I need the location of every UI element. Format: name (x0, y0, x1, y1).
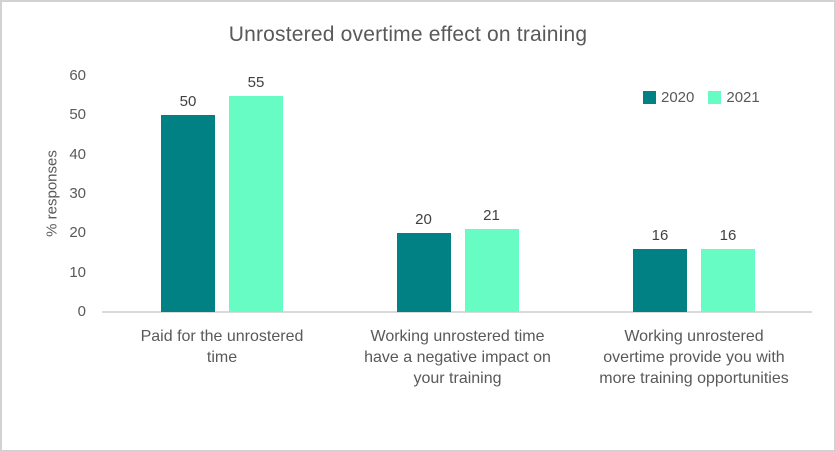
legend-swatch-2020 (643, 91, 656, 104)
category-label-line: overtime provide you with (603, 349, 785, 366)
category-label-line: time (206, 349, 238, 366)
bar-2020-category-1 (161, 115, 215, 312)
bar-value-label-2020-category-2: 20 (415, 211, 432, 229)
category-label-line: more training opportunities (599, 370, 789, 387)
legend-swatch-2021 (708, 91, 722, 104)
legend: 2020 2021 (643, 89, 760, 106)
bar-value-label-2020-category-1: 50 (179, 93, 197, 111)
y-tick-label-40: 40 (69, 145, 86, 163)
bar-2021-category-3 (701, 249, 755, 312)
y-tick-label-0: 0 (77, 303, 86, 320)
x-axis-line (102, 311, 812, 313)
bar-2020-category-2 (396, 233, 451, 312)
y-tick-label-10: 10 (69, 263, 86, 281)
bar-value-label-2021-category-3: 16 (719, 227, 737, 245)
category-label-line: have a negative impact on (364, 349, 551, 366)
category-label-1: Paid for the unrostered time (96, 326, 348, 368)
bar-value-label-2021-category-1: 55 (247, 73, 265, 91)
bar-2021-category-1 (229, 95, 283, 312)
y-tick-label-20: 20 (69, 224, 86, 242)
category-label-line: Working unrostered (624, 328, 764, 345)
legend-label-2020: 2020 (661, 89, 695, 106)
category-label-2: Working unrostered time have a negative i… (332, 326, 584, 389)
bar-value-label-2021-category-2: 21 (483, 207, 500, 225)
legend-item-2021: 2021 (708, 89, 760, 106)
category-label-line: Paid for the unrostered (140, 328, 304, 345)
category-label-3: Working unrostered overtime provide you w… (568, 326, 820, 389)
bar-2020-category-3 (633, 249, 687, 312)
bar-value-label-2020-category-3: 16 (651, 227, 669, 245)
y-tick-label-30: 30 (69, 185, 86, 202)
category-label-line: Working unrostered time (370, 328, 545, 345)
legend-item-2020: 2020 (643, 89, 694, 106)
chart-title: Unrostered overtime effect on training (228, 23, 588, 46)
y-tick-label-50: 50 (69, 106, 86, 124)
legend-label-2021: 2021 (726, 89, 760, 106)
bar-2021-category-2 (464, 229, 519, 312)
category-label-line: your training (413, 370, 502, 387)
y-tick-label-60: 60 (69, 67, 86, 84)
